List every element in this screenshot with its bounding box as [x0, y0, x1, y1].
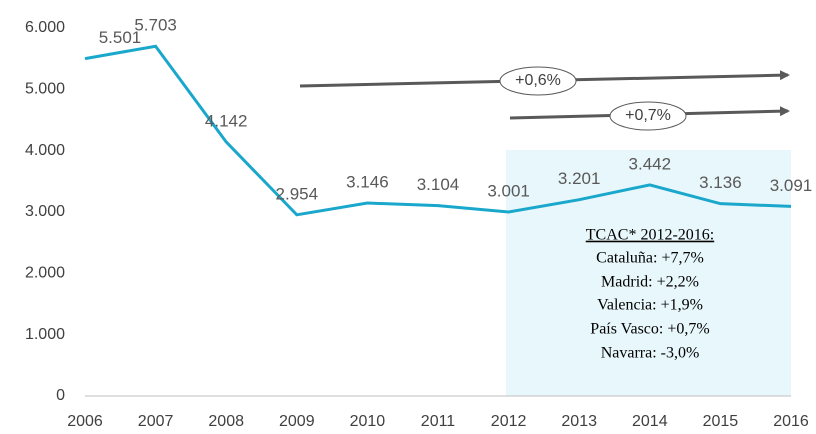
value-label: 3.146 [346, 173, 389, 192]
annotation: +0,7% [625, 107, 671, 124]
annotation: +0,6% [515, 72, 561, 89]
line [84, 44, 792, 217]
value-label: 5.703 [134, 16, 177, 35]
value-label: 3.091 [770, 176, 813, 195]
value-label: 2.954 [276, 184, 319, 203]
box-text: Navarra: -3,0% [601, 345, 700, 362]
x-tick-label: 2010 [350, 413, 386, 430]
y-tick-label: 5.000 [25, 81, 65, 98]
annotation-bubble [499, 66, 577, 96]
highlight-box [506, 150, 791, 396]
x-tick-label: 2009 [279, 413, 315, 430]
box-text: Madrid: +2,2% [601, 274, 699, 291]
x-tick-label: 2015 [703, 413, 739, 430]
box-text: País Vasco: +0,7% [590, 321, 709, 338]
x-tick-label: 2013 [561, 413, 597, 430]
x-tick-label: 2012 [491, 413, 527, 430]
value-label: 3.001 [487, 181, 530, 200]
x-tick-label: 2014 [632, 413, 668, 430]
y-tick-label: 2.000 [25, 265, 65, 282]
y-tick-label: 6.000 [25, 19, 65, 36]
x-tick-label: 2016 [773, 413, 809, 430]
value-label: 3.136 [699, 173, 742, 192]
x-tick-label: 2007 [138, 413, 174, 430]
x-tick-label: 2008 [208, 413, 244, 430]
y-tick-label: 1.000 [25, 326, 65, 343]
x-tick-label: 2006 [67, 413, 103, 430]
annotation-bubble [609, 101, 687, 131]
y-tick-label: 0 [56, 387, 65, 404]
value-label: 3.442 [629, 154, 672, 173]
value-label: 5.501 [99, 28, 142, 47]
y-tick-label: 4.000 [25, 142, 65, 159]
x-tick-label: 2011 [421, 413, 456, 430]
value-label: 3.201 [558, 169, 601, 188]
value-label: 3.104 [417, 175, 460, 194]
y-tick-label: 3.000 [25, 203, 65, 220]
box-text: TCAC* 2012-2016: [586, 227, 714, 244]
box-text: Valencia: +1,9% [597, 297, 703, 314]
value-label: 4.142 [205, 111, 248, 130]
box-text: Cataluña: +7,7% [596, 250, 704, 267]
